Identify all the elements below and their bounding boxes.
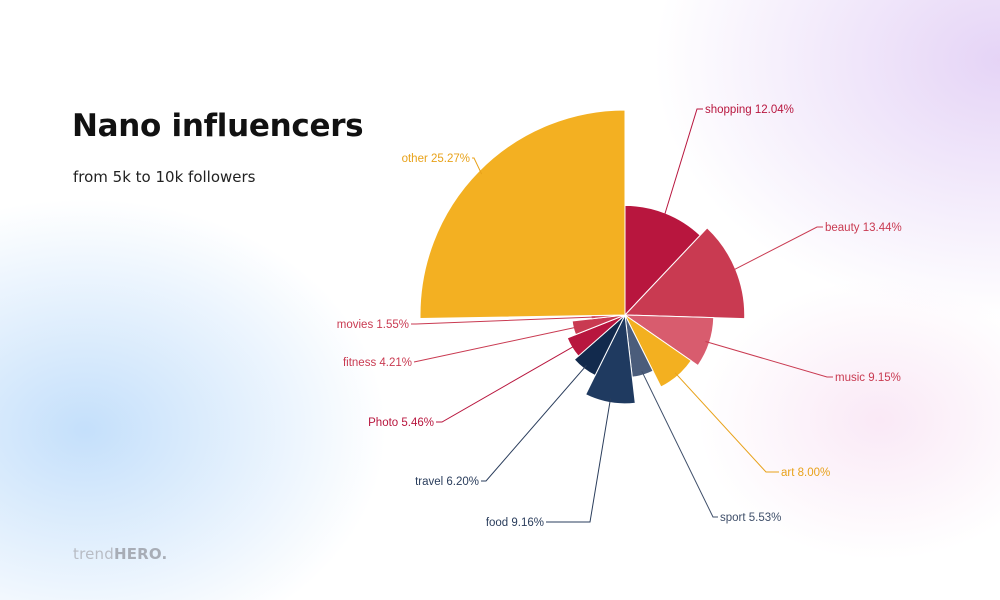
leader-line-beauty [731,226,823,272]
leader-line-food [546,398,611,523]
leader-line-music [705,341,833,378]
leader-line-sport [641,370,718,518]
label-fitness: fitness 4.21% [343,357,412,369]
brand-strong: HERO. [113,545,168,563]
label-movies: movies 1.55% [337,319,409,331]
leader-line-art [674,372,779,473]
label-beauty: beauty 13.44% [825,222,902,234]
label-other: other 25.27% [402,153,470,165]
brand-logo: trendHERO. [73,545,167,563]
leader-line-other [472,157,483,175]
label-art: art 8.00% [781,467,830,479]
chart-subtitle: from 5k to 10k followers [73,168,256,186]
label-travel: travel 6.20% [415,476,479,488]
label-food: food 9.16% [486,517,544,529]
leader-line-travel [481,365,587,482]
label-music: music 9.15% [835,372,901,384]
label-shopping: shopping 12.04% [705,104,794,116]
label-sport: sport 5.53% [720,512,781,524]
brand-prefix: trend [73,545,114,563]
leader-line-photo [436,344,576,423]
leader-line-shopping [663,108,703,218]
chart-title: Nano influencers [72,108,364,144]
label-photo: Photo 5.46% [368,417,434,429]
leader-line-movies [411,316,596,325]
slice-other [419,109,626,319]
leader-line-fitness [413,326,578,363]
